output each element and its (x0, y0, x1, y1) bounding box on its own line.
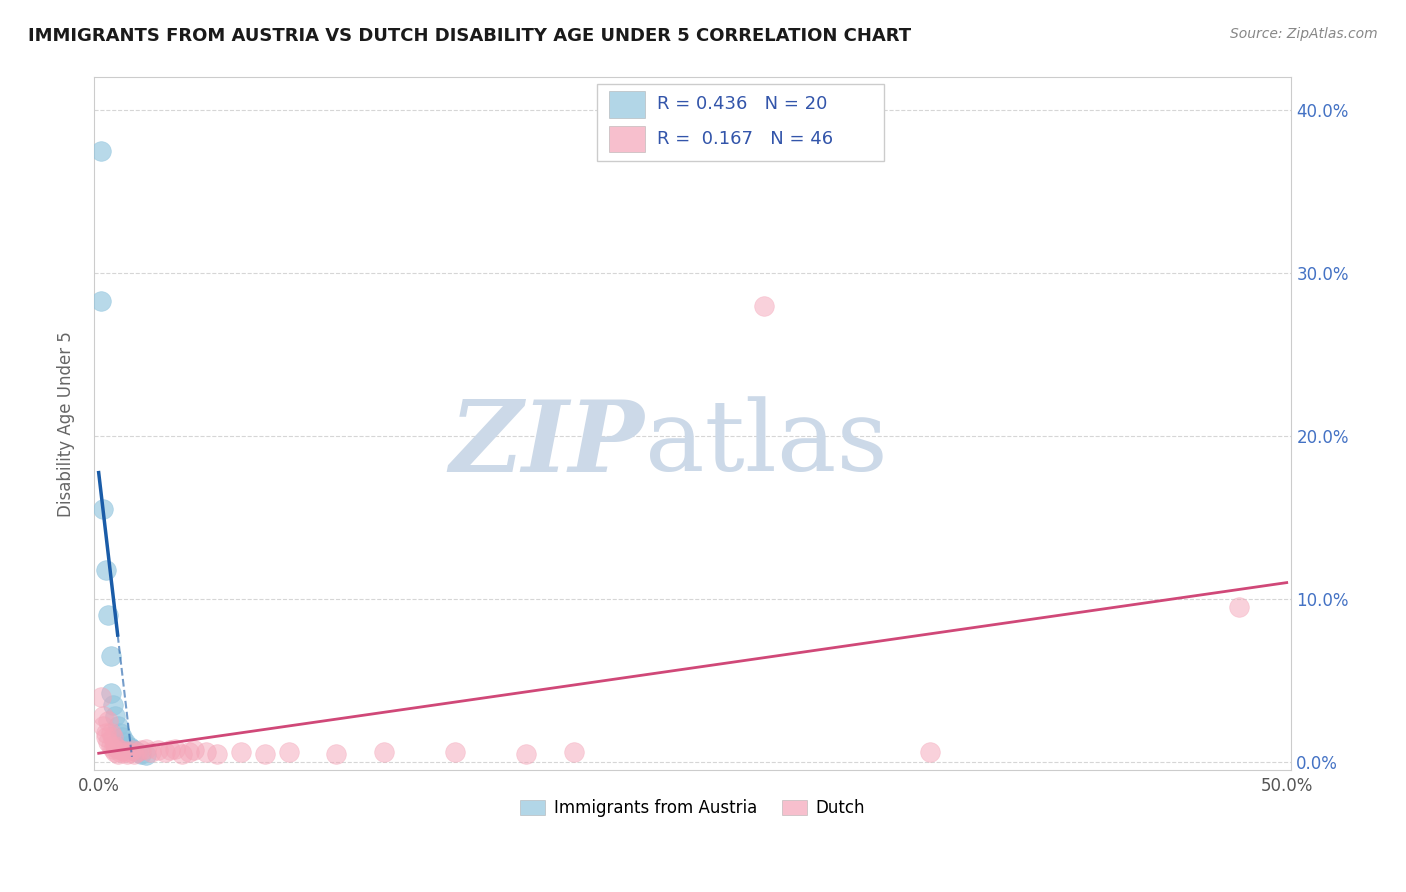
Point (111, 743, 134, 757)
Point (253, 747, 276, 761)
Point (1227, 600, 1250, 615)
Point (97, 608, 120, 623)
Point (325, 747, 347, 761)
Legend: Immigrants from Austria, Dutch: Immigrants from Austria, Dutch (513, 793, 872, 824)
Bar (609, 91, 645, 118)
Point (146, 743, 169, 757)
Bar (609, 126, 645, 153)
Point (97, 714, 120, 728)
Point (125, 745, 148, 759)
Point (93, 502, 115, 516)
Text: R =  0.167   N = 46: R = 0.167 N = 46 (657, 130, 832, 148)
Point (94, 563, 117, 577)
Point (111, 731, 134, 745)
Point (231, 745, 253, 759)
Point (108, 725, 131, 739)
Point (135, 741, 157, 756)
Point (562, 745, 585, 759)
Point (124, 743, 146, 757)
Point (104, 745, 127, 759)
Point (115, 747, 138, 761)
Point (94, 731, 117, 745)
Point (115, 739, 138, 753)
Point (93, 719, 115, 733)
Point (515, 747, 537, 761)
Point (131, 743, 153, 757)
Point (373, 745, 395, 759)
Point (100, 648, 122, 663)
Point (444, 745, 467, 759)
Point (114, 735, 136, 749)
Text: atlas: atlas (645, 397, 887, 492)
Point (177, 745, 200, 759)
Point (124, 747, 146, 761)
Text: Source: ZipAtlas.com: Source: ZipAtlas.com (1230, 27, 1378, 41)
Point (159, 743, 181, 757)
Point (163, 741, 186, 756)
Point (104, 709, 127, 723)
Text: IMMIGRANTS FROM AUSTRIA VS DUTCH DISABILITY AGE UNDER 5 CORRELATION CHART: IMMIGRANTS FROM AUSTRIA VS DUTCH DISABIL… (28, 27, 911, 45)
Point (101, 741, 124, 756)
Point (131, 747, 153, 761)
Point (108, 745, 131, 759)
Point (93, 709, 115, 723)
Text: R = 0.436   N = 20: R = 0.436 N = 20 (657, 95, 827, 113)
Y-axis label: Disability Age Under 5: Disability Age Under 5 (58, 331, 75, 516)
Point (183, 743, 205, 757)
Point (125, 745, 148, 759)
Point (90, 690, 112, 704)
Point (920, 745, 942, 759)
Point (118, 745, 141, 759)
Point (752, 299, 775, 313)
Point (94, 725, 117, 739)
Point (135, 748, 157, 763)
Point (170, 747, 193, 761)
FancyBboxPatch shape (598, 85, 884, 161)
Point (100, 725, 122, 739)
Point (121, 743, 143, 757)
Point (107, 747, 129, 761)
Point (107, 741, 129, 756)
Point (114, 745, 136, 759)
Point (97, 735, 120, 749)
Point (207, 747, 229, 761)
Point (155, 745, 177, 759)
Point (101, 731, 124, 745)
Point (139, 745, 162, 759)
Point (107, 719, 129, 733)
Point (90, 293, 112, 308)
Point (101, 698, 124, 712)
Point (104, 739, 127, 753)
Point (121, 741, 143, 756)
Point (90, 144, 112, 158)
Text: ZIP: ZIP (450, 396, 645, 492)
Point (194, 745, 217, 759)
Point (100, 739, 122, 753)
Point (277, 745, 299, 759)
Point (118, 740, 141, 755)
Point (100, 686, 122, 700)
